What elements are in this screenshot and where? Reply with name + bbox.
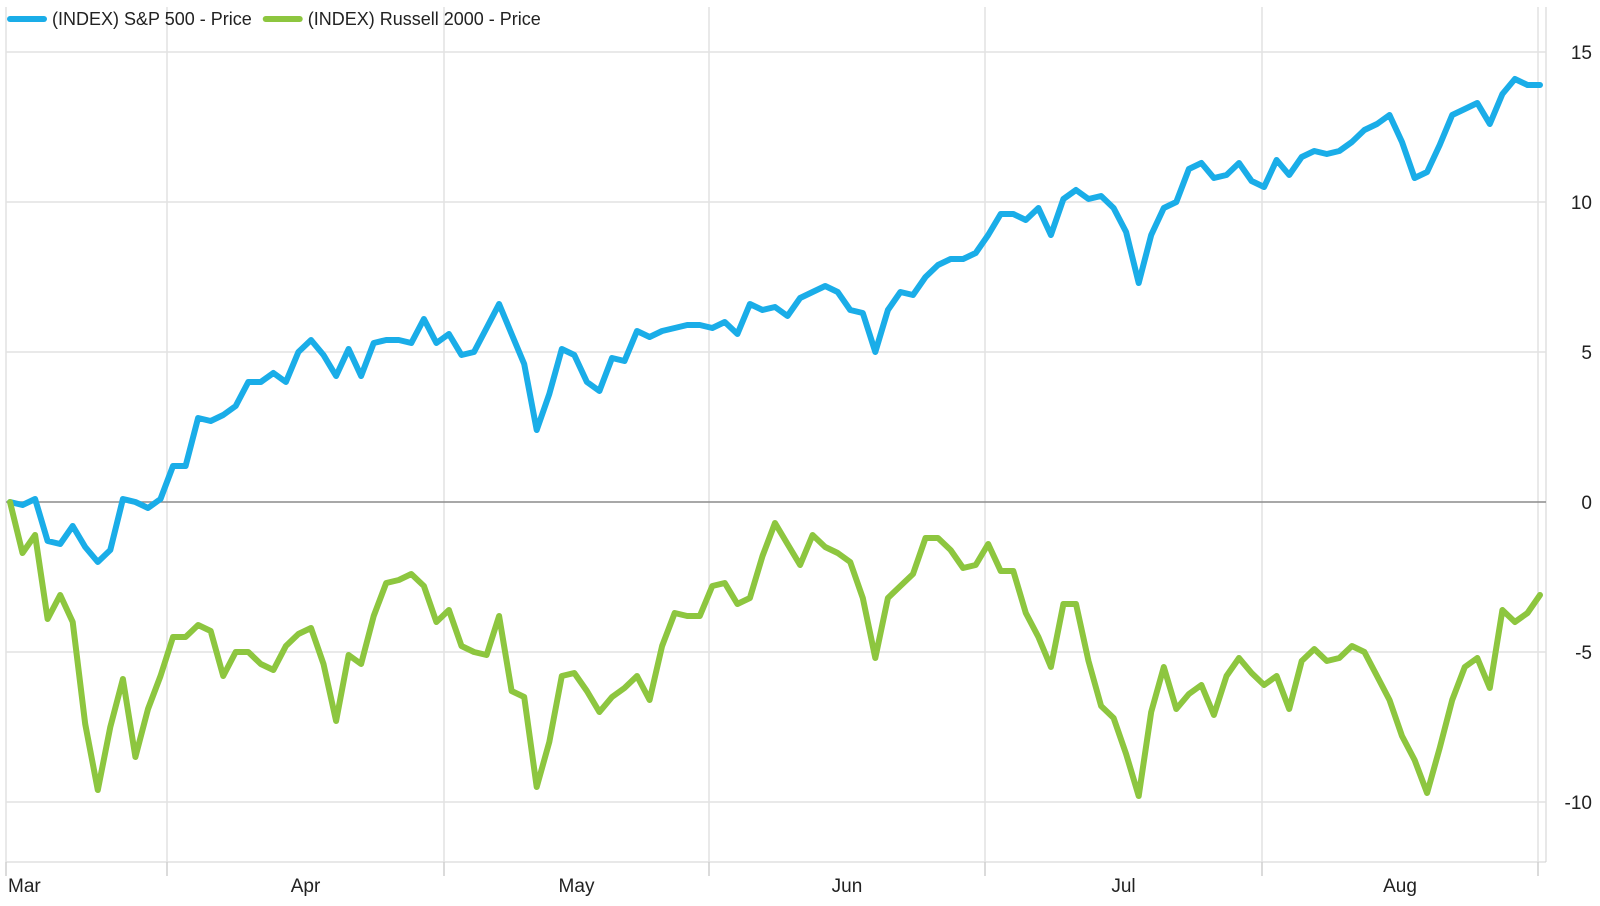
x-tick-label: Mar — [8, 876, 41, 897]
legend-label-sp500: (INDEX) S&P 500 - Price — [52, 9, 252, 29]
x-tick-label: Aug — [1383, 876, 1417, 897]
series-layer — [7, 76, 1543, 799]
y-tick-label: -5 — [1575, 643, 1592, 664]
grid-lines — [5, 7, 1547, 863]
x-tick-label: Apr — [291, 876, 321, 897]
x-tick-label: Jul — [1111, 876, 1135, 897]
y-tick-label: 5 — [1581, 343, 1592, 364]
series-line-russell2000 — [7, 499, 1543, 799]
y-tick-label: 15 — [1571, 43, 1592, 64]
x-tick-label: May — [559, 876, 595, 897]
legend: (INDEX) S&P 500 - Price (INDEX) Russell 2… — [7, 9, 541, 29]
axes: 15 10 5 0 -5 -10 Mar Apr May Jun Jul Aug — [5, 43, 1592, 897]
y-tick-label: 0 — [1581, 493, 1592, 514]
y-tick-label: 10 — [1571, 193, 1592, 214]
x-tick-label: Jun — [832, 876, 863, 897]
series-line-sp500 — [7, 76, 1543, 565]
legend-label-russell2000: (INDEX) Russell 2000 - Price — [308, 9, 541, 29]
y-tick-label: -10 — [1565, 793, 1592, 814]
